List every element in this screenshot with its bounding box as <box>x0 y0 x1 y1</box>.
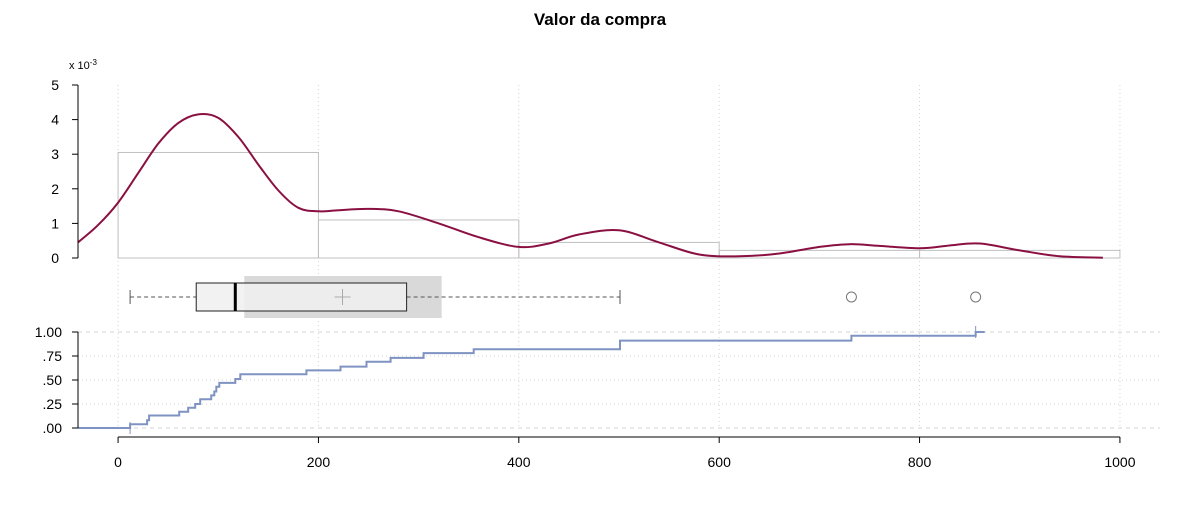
histogram-bar <box>317 219 520 259</box>
density-curve <box>77 113 1103 259</box>
histogram-bar <box>117 151 319 259</box>
ecdf-y-tick-label: .25 <box>43 396 63 412</box>
y-multiplier-exponent: -3 <box>90 58 98 67</box>
x-tick-label: 800 <box>908 454 932 470</box>
iqr-box <box>195 282 408 312</box>
histogram-layer <box>117 151 1121 259</box>
histogram-bar <box>518 241 720 259</box>
hist-y-tick-label: 5 <box>51 77 59 93</box>
hist-y-tick-label: 1 <box>51 215 59 231</box>
hist-y-tick-label: 4 <box>51 112 59 128</box>
ecdf-y-tick-label: .75 <box>43 348 63 364</box>
density-layer <box>77 113 1103 259</box>
x-tick-label: 600 <box>708 454 732 470</box>
ecdf-y-tick-label: 1.00 <box>35 324 62 340</box>
x-tick-label: 400 <box>507 454 531 470</box>
hist-y-tick-label: 0 <box>51 250 59 266</box>
axes-layer: 0 1 2 3 4 5 .00 .25 .50 .75 1.00 0 200 400 600 800 1000 <box>35 77 1136 470</box>
ecdf-y-tick-label: .00 <box>43 420 63 436</box>
x-tick-label: 200 <box>307 454 331 470</box>
chart-title: Valor da compra <box>534 10 667 29</box>
ecdf-layer <box>78 326 985 434</box>
hist-y-tick-label: 2 <box>51 181 59 197</box>
boxplot-layer <box>129 276 982 318</box>
x-tick-label: 0 <box>114 454 122 470</box>
outlier-point <box>845 291 857 303</box>
y-multiplier-label: x 10-3 <box>69 58 97 72</box>
ecdf-y-tick-label: .50 <box>43 372 63 388</box>
grid-layer <box>78 85 1160 429</box>
x-tick-label: 1000 <box>1104 454 1135 470</box>
ecdf-line <box>78 331 985 429</box>
outlier-point <box>970 291 982 303</box>
y-multiplier-base: x 10 <box>69 60 90 72</box>
hist-y-tick-label: 3 <box>51 146 59 162</box>
